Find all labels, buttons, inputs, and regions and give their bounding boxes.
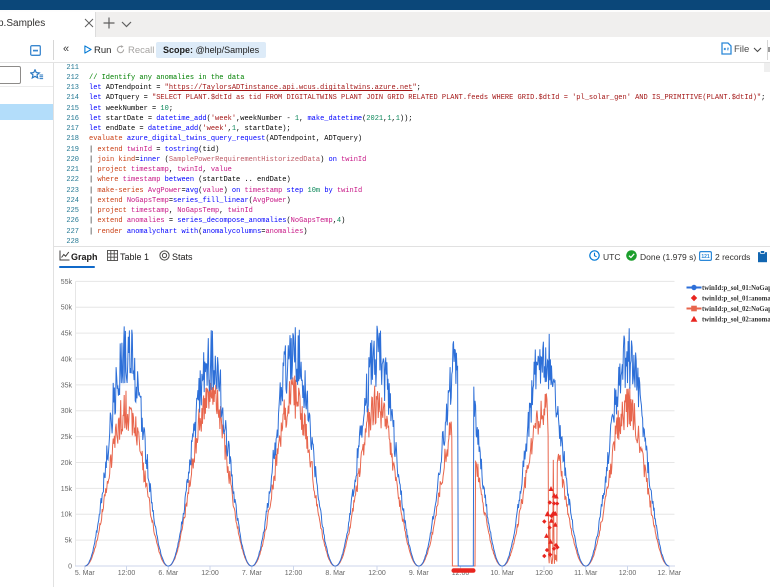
- svg-text:30k: 30k: [61, 408, 73, 415]
- svg-text:0: 0: [68, 563, 72, 570]
- svg-text:15k: 15k: [61, 486, 73, 493]
- svg-text:12:00: 12:00: [535, 570, 553, 577]
- svg-text:45k: 45k: [61, 331, 73, 338]
- svg-text:12. Mar: 12. Mar: [657, 570, 681, 577]
- svg-text:12:00: 12:00: [368, 570, 386, 577]
- svg-text:6. Mar: 6. Mar: [158, 570, 179, 577]
- svg-text:25k: 25k: [61, 434, 73, 441]
- svg-text:5. Mar: 5. Mar: [75, 570, 96, 577]
- svg-text:twinId:p_sol_01:anomalies: twinId:p_sol_01:anomalies: [702, 296, 770, 303]
- svg-text:12:00: 12:00: [201, 570, 219, 577]
- svg-text:12:00: 12:00: [285, 570, 303, 577]
- svg-text:11. Mar: 11. Mar: [574, 570, 598, 577]
- svg-text:twinId:p_sol_02:NoGapsTemp: twinId:p_sol_02:NoGapsTemp: [702, 306, 770, 313]
- svg-text:7. Mar: 7. Mar: [242, 570, 263, 577]
- svg-text:5k: 5k: [65, 538, 73, 545]
- svg-text:10k: 10k: [61, 512, 73, 519]
- svg-text:12:00: 12:00: [118, 570, 136, 577]
- svg-text:12:00: 12:00: [619, 570, 637, 577]
- svg-text:121: 121: [701, 254, 710, 260]
- svg-text:55k: 55k: [61, 279, 73, 286]
- svg-text:twinId:p_sol_02:anomalies: twinId:p_sol_02:anomalies: [702, 317, 770, 324]
- svg-text:50k: 50k: [61, 305, 73, 312]
- svg-text:35k: 35k: [61, 382, 73, 389]
- svg-text:40k: 40k: [61, 356, 73, 363]
- svg-text:8. Mar: 8. Mar: [325, 570, 346, 577]
- svg-text:10. Mar: 10. Mar: [490, 570, 514, 577]
- svg-text:twinId:p_sol_01:NoGapsTemp: twinId:p_sol_01:NoGapsTemp: [702, 285, 770, 292]
- svg-text:20k: 20k: [61, 460, 73, 467]
- svg-text:12:00: 12:00: [452, 570, 470, 577]
- svg-text:9. Mar: 9. Mar: [409, 570, 430, 577]
